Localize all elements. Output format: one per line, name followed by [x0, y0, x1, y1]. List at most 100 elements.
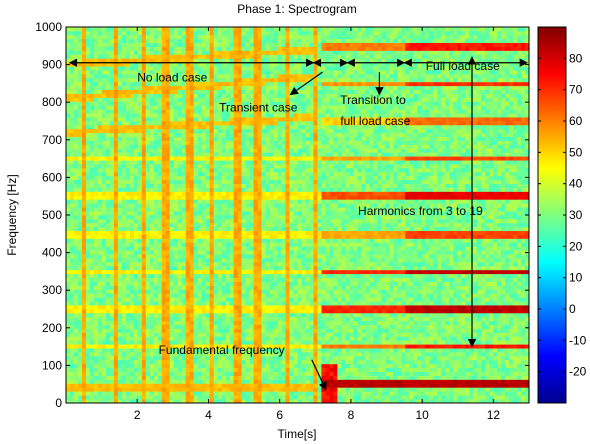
spectrogram-cell — [177, 152, 183, 157]
spectrogram-cell — [209, 367, 215, 373]
spectrogram-cell — [105, 324, 111, 329]
spectrogram-cell — [161, 148, 167, 153]
spectrogram-cell — [81, 74, 87, 79]
spectrogram-cell — [185, 81, 191, 87]
spectrogram-cell — [177, 121, 183, 126]
spectrogram-cell — [129, 344, 135, 349]
spectrogram-cell — [109, 207, 115, 212]
spectrogram-cell — [89, 395, 95, 400]
spectrogram-cell — [153, 54, 159, 59]
spectrogram-cell — [69, 156, 75, 161]
spectrogram-cell — [145, 375, 151, 380]
spectrogram-cell — [257, 152, 262, 157]
spectrogram-cell — [66, 375, 71, 380]
spectrogram-cell — [257, 301, 262, 306]
spectrogram-cell — [89, 226, 95, 232]
spectrogram-cell — [89, 168, 95, 173]
spectrogram-cell — [185, 175, 191, 181]
spectrogram-cell — [66, 340, 71, 345]
spectrogram-cell — [269, 211, 274, 216]
spectrogram-cell — [165, 399, 171, 404]
spectrogram-cell — [145, 222, 151, 228]
spectrogram-cell — [137, 70, 143, 75]
spectrogram-cell — [249, 297, 254, 302]
spectrogram-cell — [225, 301, 230, 306]
spectrogram-cell — [97, 352, 103, 357]
spectrogram-cell — [181, 70, 187, 75]
spectrogram-cell — [217, 42, 223, 47]
spectrogram-cell — [185, 387, 191, 392]
spectrogram-cell — [265, 262, 270, 267]
spectrogram-cell — [173, 324, 179, 329]
spectrogram-cell — [233, 399, 238, 404]
spectrogram-cell — [221, 199, 226, 204]
spectrogram-cell — [237, 269, 242, 275]
spectrogram-cell — [69, 215, 75, 220]
spectrogram-cell — [229, 332, 234, 337]
spectrogram-cell — [197, 356, 203, 361]
spectrogram-cell — [121, 352, 127, 357]
spectrogram-cell — [101, 328, 107, 333]
spectrogram-cell — [125, 160, 131, 165]
spectrogram-cell — [245, 136, 250, 141]
spectrogram-cell — [145, 195, 151, 200]
spectrogram-cell — [97, 246, 103, 251]
spectrogram-cell — [233, 203, 238, 208]
spectrogram-cell — [229, 328, 234, 333]
spectrogram-cell — [73, 222, 79, 228]
spectrogram-cell — [109, 148, 115, 153]
spectrogram-cell — [109, 367, 115, 373]
spectrogram-cell — [105, 309, 111, 314]
spectrogram-cell — [169, 277, 175, 282]
spectrogram-cell — [113, 34, 119, 40]
spectrogram-cell — [109, 332, 115, 337]
spectrogram-cell — [113, 297, 119, 302]
spectrogram-cell — [73, 124, 79, 130]
spectrogram-cell — [209, 109, 215, 114]
spectrogram-cell — [193, 222, 199, 228]
spectrogram-cell — [237, 305, 242, 310]
spectrogram-cell — [149, 187, 155, 192]
spectrogram-cell — [145, 58, 151, 63]
spectrogram-cell — [225, 144, 230, 149]
spectrogram-cell — [273, 395, 278, 400]
spectrogram-cell — [185, 215, 191, 220]
spectrogram-cell — [149, 164, 155, 169]
spectrogram-cell — [133, 203, 139, 208]
spectrogram-cell — [105, 254, 111, 259]
spectrogram-cell — [105, 97, 111, 102]
spectrogram-cell — [193, 38, 199, 44]
spectrogram-cell — [89, 175, 95, 181]
spectrogram-cell — [173, 254, 179, 259]
spectrogram-cell — [249, 395, 254, 400]
spectrogram-cell — [157, 305, 163, 310]
spectrogram-cell — [113, 344, 119, 349]
spectrogram-cell — [169, 312, 175, 318]
spectrogram-cell — [177, 234, 183, 239]
spectrogram-cell — [145, 218, 151, 224]
spectrogram-cell — [209, 191, 215, 196]
spectrogram-cell — [257, 371, 262, 376]
spectrogram-cell — [249, 262, 254, 267]
spectrogram-cell — [261, 66, 266, 71]
spectrogram-cell — [261, 328, 266, 333]
spectrogram-cell — [165, 371, 171, 376]
spectrogram-cell — [117, 230, 123, 235]
spectrogram-cell — [93, 293, 99, 298]
spectrogram-cell — [169, 121, 175, 126]
spectrogram-cell — [117, 305, 123, 310]
spectrogram-cell — [257, 293, 262, 298]
spectrogram-cell — [81, 356, 87, 361]
spectrogram-cell — [129, 121, 135, 126]
spectrogram-cell — [193, 89, 199, 94]
spectrogram-cell — [113, 293, 119, 298]
spectrogram-cell — [197, 164, 203, 169]
spectrogram-cell — [261, 97, 266, 102]
spectrogram-cell — [261, 218, 266, 224]
spectrogram-cell — [129, 58, 135, 63]
spectrogram-cell — [145, 117, 151, 122]
spectrogram-cell — [265, 297, 270, 302]
spectrogram-cell — [217, 132, 223, 138]
spectrogram-cell — [113, 320, 119, 326]
spectrogram-cell — [66, 395, 71, 400]
